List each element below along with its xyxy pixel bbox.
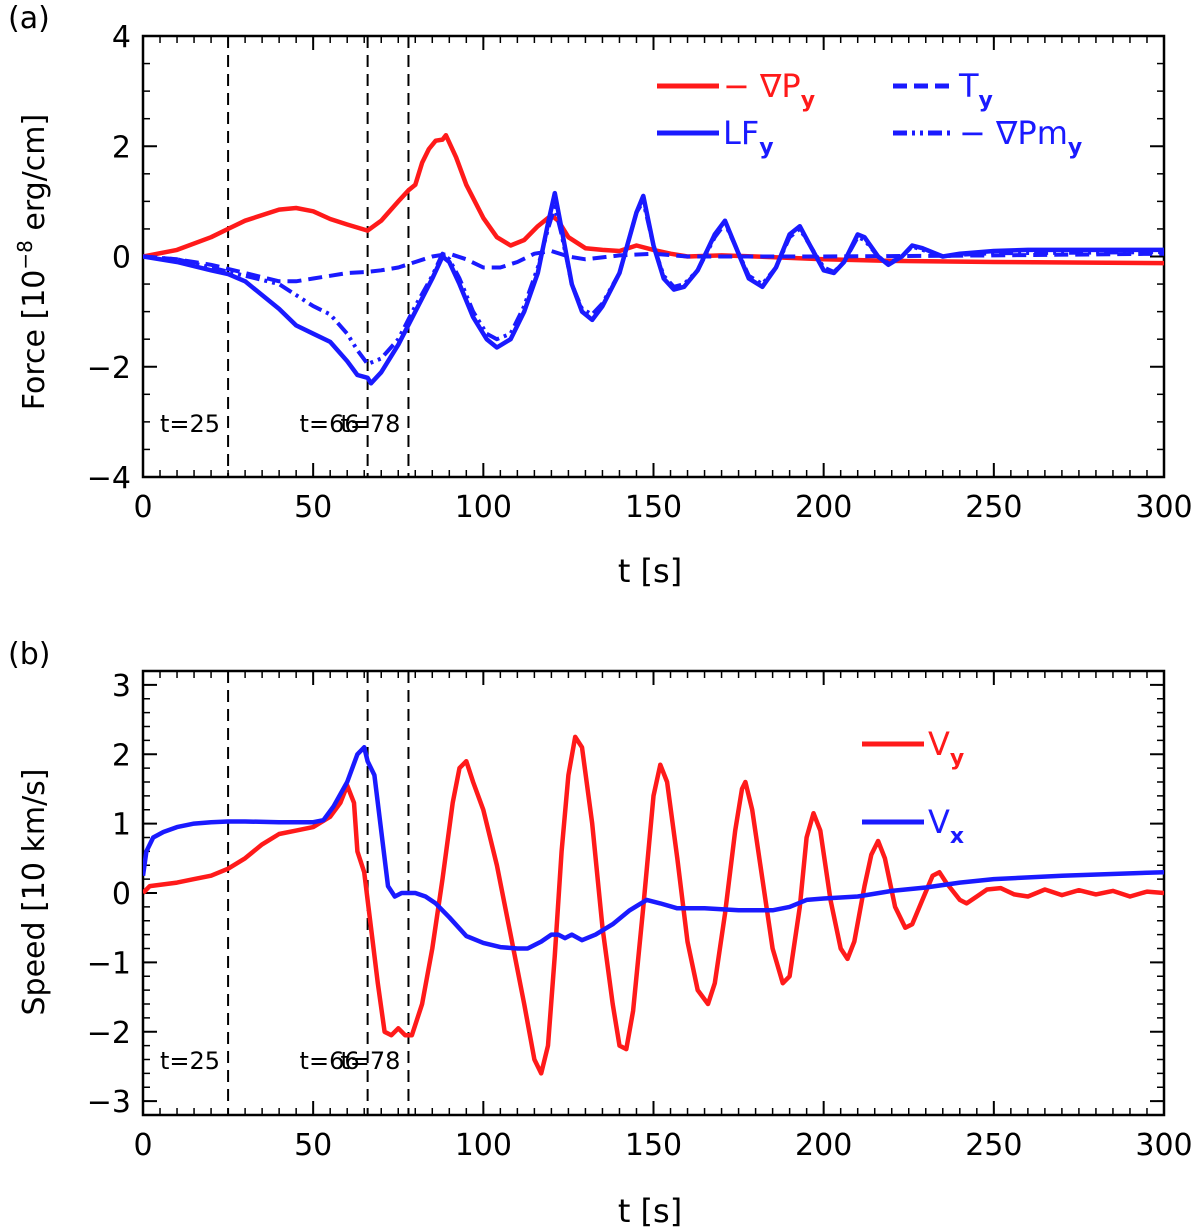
legend-label-main: T	[958, 67, 979, 105]
y-tick-label: 3	[112, 669, 131, 704]
legend-label-main: − ∇Pm	[959, 114, 1068, 152]
series-group	[143, 132, 1164, 386]
time-marker-label: t=78	[340, 410, 400, 438]
time-marker-label: t=25	[160, 1047, 220, 1075]
y-minor-ticks	[143, 35, 1164, 478]
panel-b: (b) t [s] Speed [10 km/s] 0 50 100 150 200 25…	[8, 637, 1193, 1229]
x-tick-label: 300	[1135, 490, 1192, 525]
y-tick-label: −2	[87, 351, 131, 386]
legend-label: − ∇Py	[723, 67, 815, 113]
y-tick-label: −1	[87, 946, 131, 981]
x-tick-label: 300	[1135, 1128, 1192, 1163]
y-tick-label: 1	[112, 808, 131, 843]
legend-label-main: V	[928, 725, 950, 763]
panel-label: (b)	[8, 637, 50, 672]
y-tick-label: 2	[112, 130, 131, 165]
x-tick-label: 50	[294, 490, 332, 525]
legend-label: LFy	[723, 114, 774, 160]
x-tick-label: 150	[625, 1128, 682, 1163]
legend-label-subscript: y	[759, 135, 773, 160]
y-axis-label-main: Force [10	[17, 270, 52, 411]
y-axis-label-main: Speed [10 km/s]	[17, 768, 52, 1015]
x-tick-label: 0	[133, 490, 152, 525]
legend-label-main: LF	[723, 114, 759, 152]
y-axis-label-exponent: −8	[13, 240, 37, 269]
y-tick-label: −3	[87, 1085, 131, 1120]
legend-label: − ∇Pmy	[959, 114, 1082, 160]
legend-label-subscript: y	[979, 88, 993, 113]
x-tick-label: 100	[455, 1128, 512, 1163]
y-axis-label-unit: erg/cm]	[17, 114, 52, 240]
y-tick-label: −2	[87, 1016, 131, 1051]
x-tick-label: 150	[625, 490, 682, 525]
y-tick-label: 4	[112, 20, 131, 55]
y-axis-label: Speed [10 km/s]	[17, 768, 52, 1015]
legend-label: Ty	[958, 67, 993, 113]
series-line	[143, 745, 1164, 951]
x-tick-label: 250	[965, 490, 1022, 525]
series-group	[143, 734, 1164, 1076]
y-axis-label: Force [10−8 erg/cm]	[13, 114, 52, 410]
series-line	[143, 199, 1164, 366]
x-tick-label: 50	[294, 1128, 332, 1163]
time-marker-label: t=66	[300, 410, 360, 438]
y-tick-label: 2	[112, 738, 131, 773]
legend-label-main: V	[928, 803, 950, 841]
x-tick-label: 100	[455, 490, 512, 525]
x-minor-ticks	[142, 36, 1165, 477]
x-tick-label: 250	[965, 1128, 1022, 1163]
legend-label-subscript: y	[801, 88, 815, 113]
y-tick-label: −4	[87, 461, 131, 496]
plot-frame	[141, 34, 1166, 479]
time-marker-label: t=66	[300, 1047, 360, 1075]
legend-label-main: − ∇P	[723, 67, 801, 105]
y-tick-label: 0	[112, 241, 131, 276]
legend-label: Vy	[928, 725, 964, 771]
x-tick-label: 0	[133, 1128, 152, 1163]
time-marker-label: t=25	[160, 410, 220, 438]
legend-label: Vx	[928, 803, 964, 849]
legend-label-subscript: y	[1068, 135, 1082, 160]
legend-label-subscript: x	[950, 824, 964, 849]
panel-label: (a)	[8, 1, 50, 36]
series-line	[143, 132, 1164, 266]
x-axis-label: t [s]	[618, 1192, 682, 1229]
x-axis-label: t [s]	[618, 552, 682, 590]
legend-label-subscript: y	[950, 746, 964, 771]
x-tick-label: 200	[795, 1128, 852, 1163]
y-tick-label: 0	[112, 877, 131, 912]
time-marker-label: t=78	[340, 1047, 400, 1075]
panel-a: (a) t [s] Force [10−8 erg/cm] 0 50 100 150 2…	[8, 1, 1193, 590]
series-line	[143, 190, 1164, 386]
series-line	[143, 249, 1164, 284]
series-line	[143, 734, 1164, 1076]
x-tick-label: 200	[795, 490, 852, 525]
